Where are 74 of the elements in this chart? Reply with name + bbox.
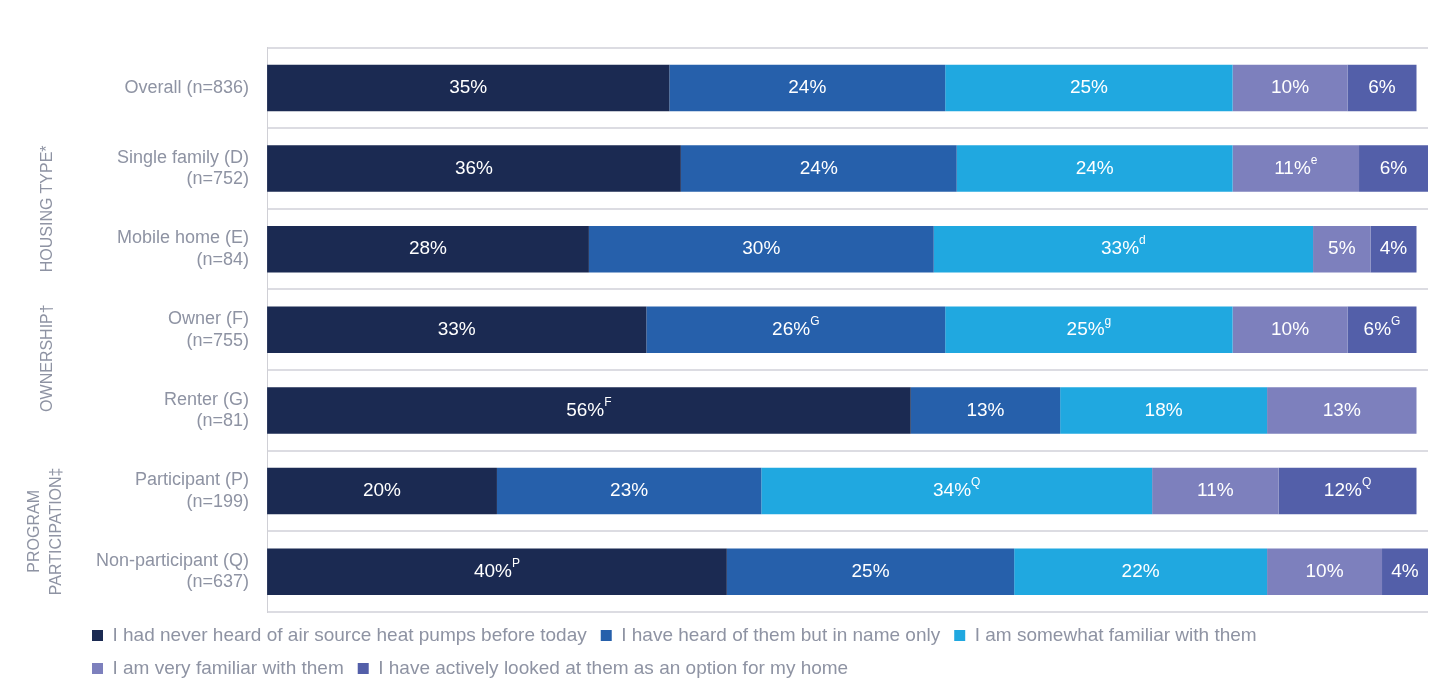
bar: [1347, 306, 1417, 354]
data-label: 25%: [1069, 76, 1109, 98]
bar: [1359, 145, 1428, 192]
text: HOUSING TYPE*: [38, 145, 56, 273]
data-label: 28%: [408, 237, 448, 259]
legend-label: I have actively looked at them as an option for my home: [378, 656, 849, 678]
bar: [1232, 306, 1348, 354]
data-label: 10%: [1271, 76, 1310, 98]
data-label: 10%: [1305, 559, 1344, 581]
legend-label: I have heard of them but in name only: [621, 623, 941, 645]
bar: [1278, 467, 1417, 515]
bar: [933, 225, 1314, 273]
y-tick-label: Overall (n=836): [124, 76, 250, 97]
bar: [1313, 225, 1371, 273]
data-label: 36%: [454, 156, 494, 178]
text: PROGRAM PARTICIPATION‡: [25, 467, 65, 596]
data-label: 23%: [610, 479, 649, 501]
data-label: 24%: [799, 156, 838, 178]
data-label: 13%: [966, 398, 1005, 420]
data-label: 25%: [851, 559, 890, 581]
bar: [945, 306, 1233, 354]
bar: [267, 387, 911, 434]
data-label: 22%: [1121, 559, 1160, 581]
data-label: 5%: [1328, 237, 1356, 259]
bar: [945, 64, 1233, 112]
y-tick-label: Renter (G) (n=81): [164, 388, 250, 431]
bar: [1152, 467, 1279, 515]
bar: [669, 64, 946, 112]
bar: [680, 145, 957, 192]
legend-label: I had never heard of air source heat pumps before today: [112, 623, 588, 645]
bar: [1060, 387, 1268, 434]
bar: [267, 145, 681, 192]
bar: [1232, 64, 1348, 112]
y-tick-label: Single family (D) (n=752): [117, 146, 250, 189]
data-label: 33%: [437, 318, 476, 340]
data-label: 4%: [1391, 559, 1419, 581]
bar: [1267, 548, 1383, 595]
bar: [910, 387, 1061, 434]
legend-label: I am somewhat familiar with them: [974, 623, 1257, 645]
legend-label: I am very familiar with them: [112, 656, 344, 678]
y-tick-label: Mobile home (E) (n=84): [117, 227, 250, 269]
data-label: 6%: [1368, 76, 1396, 98]
data-label: 11%: [1197, 479, 1234, 501]
data-label: 6%: [1379, 156, 1408, 178]
bar: [267, 467, 497, 515]
bar: [496, 467, 762, 515]
bar: [267, 548, 727, 595]
bar: [267, 306, 647, 354]
bar: [1347, 64, 1417, 112]
data-label: 18%: [1144, 398, 1183, 420]
data-label: 24%: [788, 76, 827, 98]
bar: [267, 64, 670, 112]
bar: [1382, 548, 1428, 595]
data-label: 10%: [1271, 318, 1310, 340]
text: OWNERSHIP†: [38, 304, 56, 412]
bar: [646, 306, 946, 354]
data-label: 13%: [1322, 398, 1361, 420]
bar: [1014, 548, 1268, 595]
data-label: 24%: [1075, 156, 1114, 178]
data-label: 30%: [742, 237, 781, 259]
data-label: 35%: [449, 76, 488, 98]
bar: [761, 467, 1153, 515]
y-tick-label: Participant (P) (n=199): [135, 469, 250, 511]
bar: [1232, 145, 1360, 192]
bar: [1267, 387, 1417, 434]
bar: [956, 145, 1233, 192]
bar: [726, 548, 1015, 595]
bar: [1370, 225, 1417, 273]
data-label: 4%: [1379, 237, 1408, 259]
y-tick-label: Non-participant (Q) (n=637): [95, 549, 250, 592]
y-tick-label: Owner (F) (n=755): [168, 307, 250, 350]
data-label: 20%: [362, 479, 402, 501]
bar: [588, 225, 934, 273]
bar: [267, 225, 589, 273]
